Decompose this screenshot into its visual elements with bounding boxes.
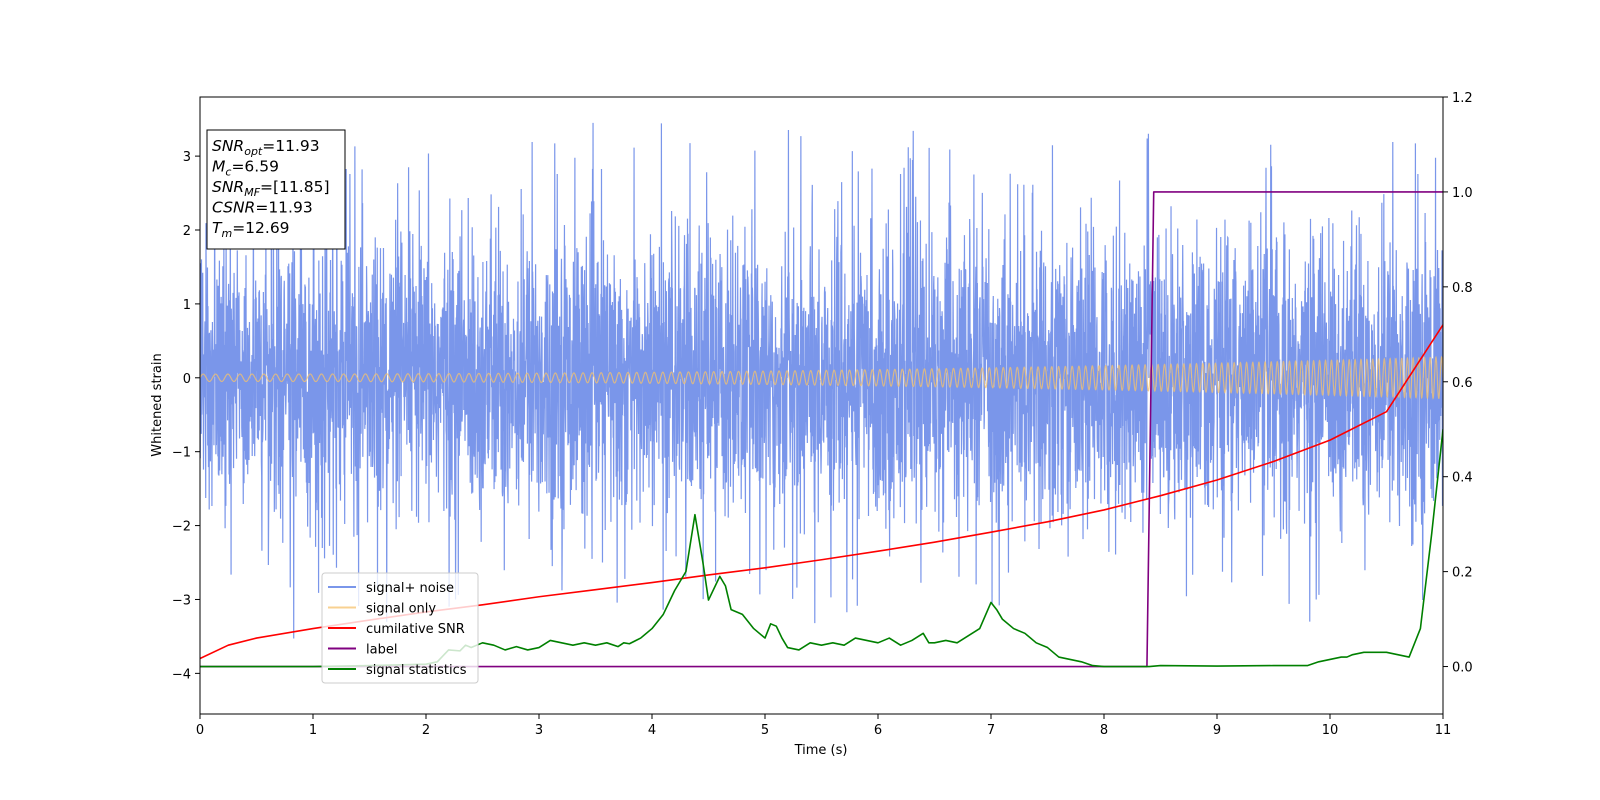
y-right-tick-label: 1.2 xyxy=(1452,91,1473,106)
x-tick-label: 4 xyxy=(648,723,656,738)
series-signal-statistics xyxy=(200,429,1443,668)
y-left-tick-label: 3 xyxy=(183,150,191,165)
y-left-tick-label: 1 xyxy=(183,298,191,313)
y-axis-left-ticks: −4 −3 −2 −1 0 1 2 3 xyxy=(172,150,200,682)
y-axis-right-ticks: 0.0 0.2 0.4 0.6 0.8 1.0 1.2 xyxy=(1443,91,1473,676)
y-left-tick-label: −1 xyxy=(172,446,191,461)
series-signal-plus-noise xyxy=(200,122,1443,639)
plot-frame xyxy=(199,96,1444,715)
legend-label: signal statistics xyxy=(366,663,467,678)
y-right-tick-label: 0.4 xyxy=(1452,471,1473,486)
signal-statistics-line xyxy=(200,429,1443,668)
x-tick-label: 2 xyxy=(422,723,430,738)
x-axis-ticks: 0 1 2 3 4 5 6 7 8 9 10 11 xyxy=(196,714,1451,738)
y-axis-label: Whitened strain xyxy=(150,353,165,456)
series-signal-only xyxy=(200,355,1443,400)
label-line xyxy=(200,191,1443,668)
x-tick-label: 3 xyxy=(535,723,543,738)
annotation-line: CSNR=11.93 xyxy=(212,199,313,217)
legend: signal+ noise signal only cumilative SNR la… xyxy=(321,572,479,684)
x-tick-label: 11 xyxy=(1435,723,1452,738)
x-tick-label: 6 xyxy=(874,723,882,738)
x-tick-label: 0 xyxy=(196,723,204,738)
annotation-box: SNRopt=11.93Mc=6.59SNRMF=[11.85]CSNR=11.… xyxy=(206,129,346,250)
x-tick-label: 10 xyxy=(1322,723,1339,738)
legend-label: label xyxy=(366,643,397,658)
y-left-tick-label: −4 xyxy=(172,667,191,682)
annotation-line: SNRMF=[11.85] xyxy=(212,178,330,199)
series-label xyxy=(200,191,1443,668)
x-tick-label: 5 xyxy=(761,723,769,738)
x-tick-label: 8 xyxy=(1100,723,1108,738)
y-right-tick-label: 0.6 xyxy=(1452,376,1473,391)
y-left-tick-label: −2 xyxy=(172,520,191,535)
signal-only-line xyxy=(200,355,1443,400)
annotation-line: Mc=6.59 xyxy=(212,158,279,179)
y-left-tick-label: 0 xyxy=(183,372,191,387)
annotation-line: SNRopt=11.93 xyxy=(212,137,320,158)
annotation-line: Tm=12.69 xyxy=(212,219,290,240)
legend-label: signal only xyxy=(366,602,436,617)
x-tick-label: 1 xyxy=(309,723,317,738)
y-right-tick-label: 0.0 xyxy=(1452,661,1473,676)
x-tick-label: 7 xyxy=(987,723,995,738)
y-right-tick-label: 1.0 xyxy=(1452,186,1473,201)
y-left-tick-label: 2 xyxy=(183,224,191,239)
x-tick-label: 9 xyxy=(1213,723,1221,738)
legend-label: signal+ noise xyxy=(366,581,454,596)
y-right-tick-label: 0.8 xyxy=(1452,281,1473,296)
signal-plus-noise-line xyxy=(200,122,1443,639)
y-left-tick-label: −3 xyxy=(172,593,191,608)
x-axis-label: Time (s) xyxy=(794,743,848,758)
legend-label: cumilative SNR xyxy=(366,622,465,637)
y-right-tick-label: 0.2 xyxy=(1452,566,1473,581)
